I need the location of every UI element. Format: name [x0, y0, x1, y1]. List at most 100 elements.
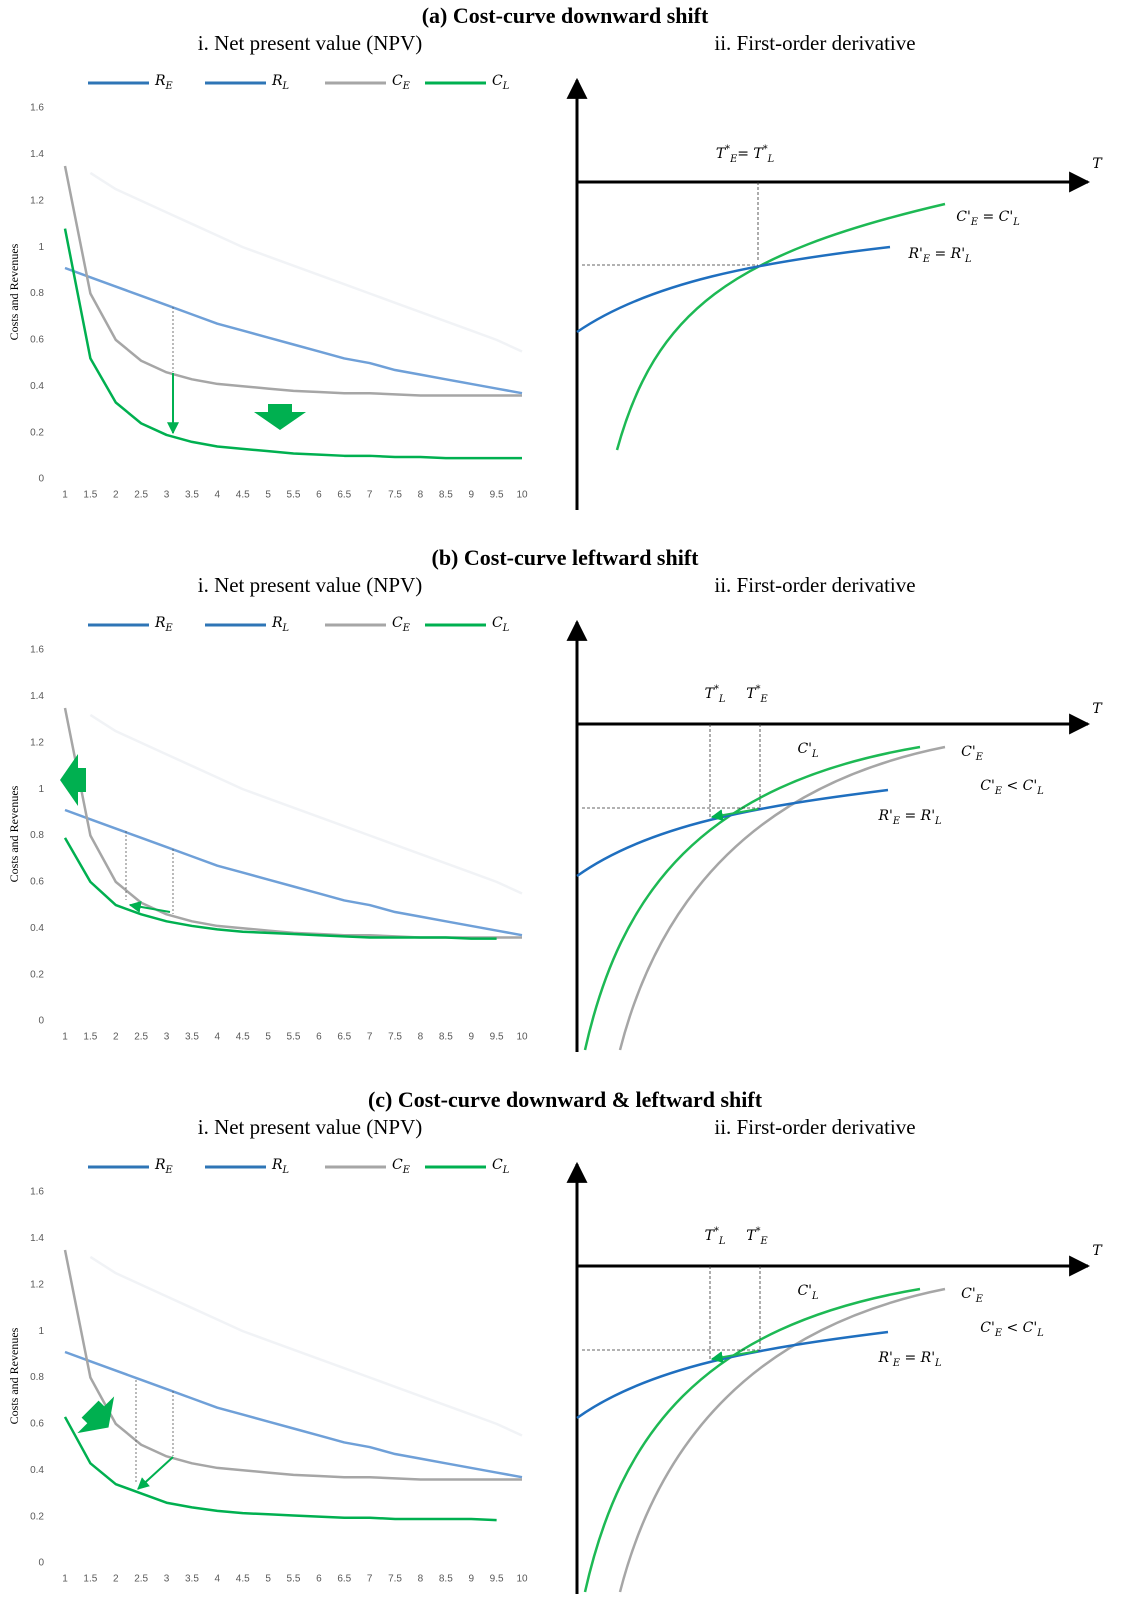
y-tick-label: 0.2	[30, 969, 44, 980]
y-tick-label: 0.8	[30, 830, 44, 841]
x-tick-label: 1.5	[83, 1574, 97, 1585]
shift-arrow	[710, 1350, 759, 1364]
diagram-label: C'E = C'L	[956, 209, 1019, 228]
y-tick-label: 0.8	[30, 1372, 44, 1383]
y-tick-label: 0.4	[30, 1465, 44, 1476]
legend-label: RL	[271, 73, 289, 92]
y-tick-label: 0.6	[30, 877, 44, 888]
y-tick-label: 0.8	[30, 288, 44, 299]
y-axis-label: Costs and Revenues	[7, 785, 21, 882]
y-tick-label: 0.2	[30, 427, 44, 438]
x-tick-label: 2	[113, 1032, 119, 1043]
curve	[615, 202, 946, 451]
legend-label: CE	[392, 615, 410, 634]
diagram-label: R'E = R'L	[907, 246, 971, 265]
legend-label: RE	[154, 1157, 173, 1176]
diagram-label: C'E	[961, 744, 983, 763]
diagram-label: T	[1092, 701, 1103, 717]
shift-icon	[77, 1396, 115, 1434]
x-tick-label: 8	[418, 1032, 424, 1043]
x-tick-label: 5.5	[287, 1574, 301, 1585]
diagram-label: C'E	[961, 1286, 983, 1305]
legend-label: RE	[154, 73, 173, 92]
x-tick-label: 7	[367, 490, 373, 501]
x-tick-label: 3	[164, 1574, 170, 1585]
x-tick-label: 5	[265, 1574, 271, 1585]
x-tick-label: 4.5	[236, 1574, 250, 1585]
diagram-label: C'E < C'L	[980, 778, 1043, 797]
subtitle: ii. First-order derivative	[714, 573, 915, 597]
x-tick-label: 9	[468, 1032, 474, 1043]
x-tick-label: 1.5	[83, 1032, 97, 1043]
x-tick-label: 7	[367, 1574, 373, 1585]
diagram-label: T	[1092, 1243, 1103, 1259]
x-tick-label: 9	[468, 1574, 474, 1585]
x-tick-label: 6.5	[337, 1032, 351, 1043]
legend-label: CL	[492, 73, 509, 92]
y-tick-label: 0.2	[30, 1511, 44, 1522]
x-tick-label: 8	[418, 490, 424, 501]
curve	[618, 1287, 946, 1593]
series-line	[64, 266, 523, 395]
curve	[576, 245, 891, 334]
y-tick-label: 0	[38, 1558, 44, 1569]
x-tick-label: 10	[516, 490, 528, 501]
series-line	[63, 837, 497, 940]
x-tick-label: 3	[164, 1032, 170, 1043]
x-tick-label: 9.5	[490, 490, 504, 501]
diagram-label: T*E	[746, 684, 767, 705]
x-tick-label: 7.5	[388, 1032, 402, 1043]
x-tick-label: 1.5	[83, 490, 97, 501]
diagram-label: T*L	[705, 684, 726, 705]
x-tick-label: 2	[113, 490, 119, 501]
y-tick-label: 1.2	[30, 195, 44, 206]
series-line	[63, 707, 522, 939]
x-tick-label: 8	[418, 1574, 424, 1585]
y-tick-label: 1	[38, 784, 44, 795]
y-tick-label: 0	[38, 474, 44, 485]
x-tick-label: 10	[516, 1032, 528, 1043]
subtitle: i. Net present value (NPV)	[198, 573, 423, 597]
y-tick-label: 0.4	[30, 923, 44, 934]
x-tick-label: 2.5	[134, 1574, 148, 1585]
x-tick-label: 5.5	[287, 490, 301, 501]
curve	[576, 1330, 889, 1420]
subtitle: ii. First-order derivative	[714, 31, 915, 55]
diagram-label: T*E	[746, 1226, 767, 1247]
x-tick-label: 6	[316, 1032, 322, 1043]
shift-arrow	[710, 808, 759, 822]
y-tick-label: 1	[38, 242, 44, 253]
subtitle: ii. First-order derivative	[714, 1115, 915, 1139]
y-tick-label: 0.4	[30, 381, 44, 392]
shift-arrow	[128, 900, 171, 913]
diagram-label: R'E = R'L	[877, 808, 941, 827]
x-tick-label: 5.5	[287, 1032, 301, 1043]
x-tick-label: 8.5	[439, 490, 453, 501]
series-line	[89, 713, 523, 895]
x-tick-label: 4.5	[236, 490, 250, 501]
x-tick-label: 6	[316, 490, 322, 501]
section-title: (c) Cost-curve downward & leftward shift	[368, 1087, 763, 1112]
x-tick-label: 9	[468, 490, 474, 501]
diagram-label: C'L	[797, 741, 818, 760]
x-tick-label: 8.5	[439, 1032, 453, 1043]
x-tick-label: 6	[316, 1574, 322, 1585]
legend-label: RL	[271, 1157, 289, 1176]
series-line	[89, 1255, 523, 1437]
y-tick-label: 1.4	[30, 691, 44, 702]
y-tick-label: 1.6	[30, 1187, 44, 1198]
diagram-label: T*L	[705, 1226, 726, 1247]
y-tick-label: 1	[38, 1326, 44, 1337]
x-tick-label: 5	[265, 490, 271, 501]
legend-label: CL	[492, 1157, 509, 1176]
series-line	[64, 1350, 523, 1479]
curve	[583, 745, 921, 1051]
x-tick-label: 3.5	[185, 490, 199, 501]
y-tick-label: 1.2	[30, 737, 44, 748]
y-tick-label: 1.6	[30, 645, 44, 656]
x-tick-label: 9.5	[490, 1574, 504, 1585]
series-line	[89, 171, 523, 353]
x-tick-label: 3.5	[185, 1574, 199, 1585]
x-tick-label: 4	[215, 1032, 221, 1043]
x-tick-label: 1	[62, 1032, 68, 1043]
